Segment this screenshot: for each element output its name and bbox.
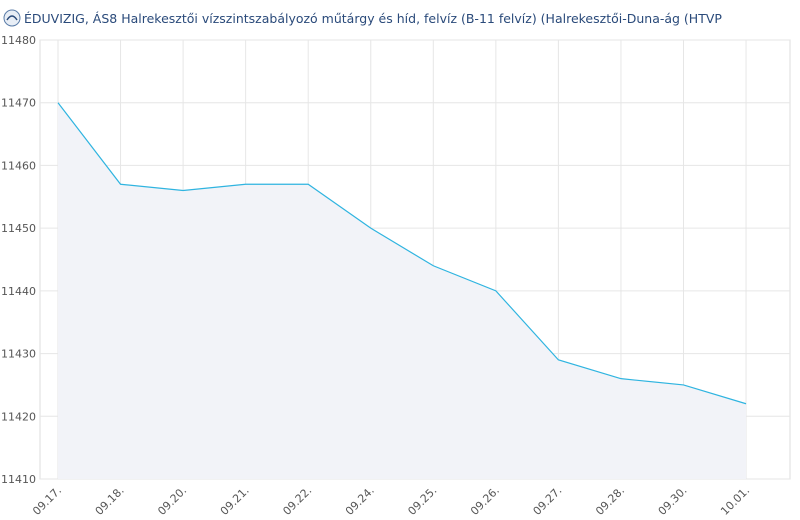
area	[58, 102, 747, 479]
y-tick-label: 11420	[1, 410, 36, 423]
y-tick-label: 11460	[1, 159, 36, 172]
y-tick-label: 11410	[1, 473, 36, 486]
line	[57, 102, 747, 405]
y-tick-label: 11430	[1, 348, 36, 361]
chart-title: ÉDUVIZIG, ÁS8 Halrekesztői vízszintszabá…	[24, 11, 722, 26]
y-tick-label: 11450	[1, 222, 36, 235]
y-tick-label: 11480	[1, 34, 36, 47]
y-tick-label: 11470	[1, 97, 36, 110]
logo	[3, 9, 21, 27]
y-tick-label: 11440	[1, 285, 36, 298]
